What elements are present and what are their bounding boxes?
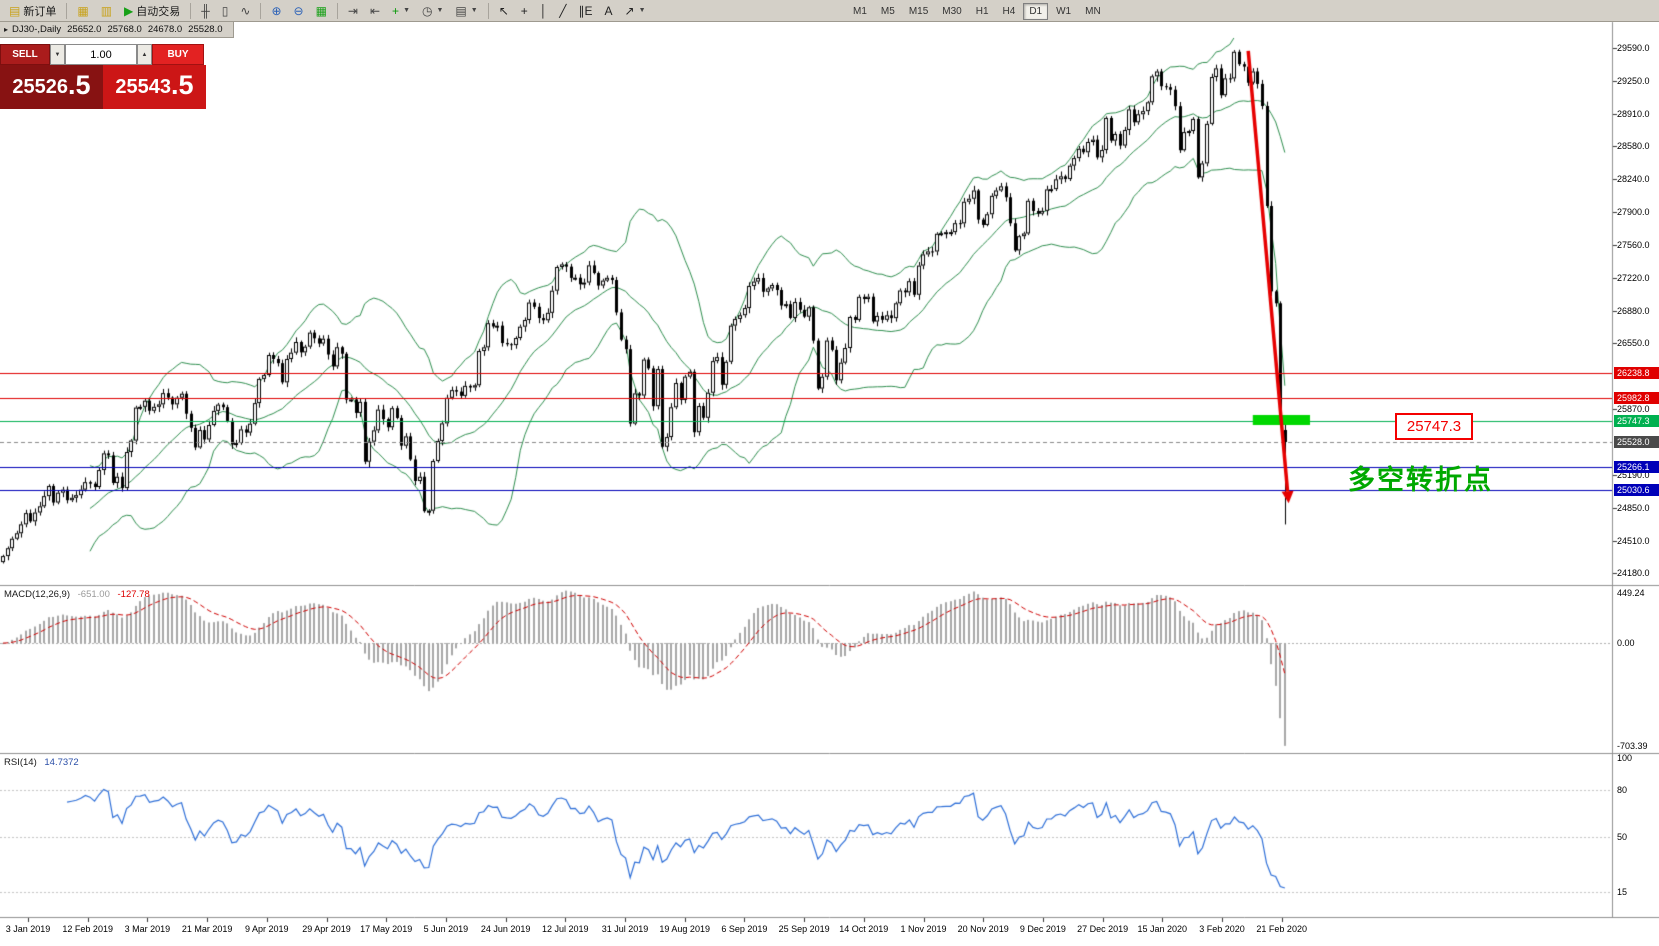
vertical-line-icon[interactable]: │ — [535, 0, 553, 21]
chart-symbol-period: DJ30-,Daily — [12, 24, 62, 35]
trendline-icon[interactable]: ╱ — [554, 0, 571, 21]
bid-price-frac: .5 — [68, 69, 91, 100]
arrows-icon: ↗ — [624, 3, 635, 18]
ohlc-open: 25652.0 — [67, 24, 102, 35]
volume-input[interactable] — [65, 44, 137, 65]
zoom-out-icon[interactable]: ⊖ — [289, 0, 309, 21]
button-label: 自动交易 — [136, 5, 181, 18]
macd-signal-value: -127.78 — [117, 589, 150, 600]
chart-title-tab: ▸ DJ30-,Daily 25652.0 25768.0 24678.0 25… — [0, 22, 234, 38]
window-menu-icon: ▸ — [4, 25, 9, 34]
volume-increase-icon[interactable]: ▲ — [137, 44, 152, 65]
toolbar-separator — [336, 2, 338, 19]
timeframe-m30-button[interactable]: M30 — [942, 5, 962, 17]
toolbar-separator — [66, 2, 68, 19]
timeframe-m1-button[interactable]: M1 — [853, 5, 867, 17]
toolbar-separator — [487, 2, 489, 19]
auto-scroll-icon: ⇥ — [347, 3, 358, 18]
line-chart-icon: ∿ — [240, 3, 251, 18]
crosshair-icon: + — [520, 3, 528, 18]
ohlc-low: 24678.0 — [147, 24, 183, 35]
timeframe-d1-button[interactable]: D1 — [1023, 2, 1049, 20]
macd-main-value: -651.00 — [77, 589, 110, 600]
ask-price-frac: .5 — [171, 69, 194, 100]
text-icon[interactable]: A — [600, 0, 618, 21]
macd-indicator-label: MACD(12,26,9) -651.00 -127.78 — [4, 589, 150, 600]
periods-icon[interactable]: ◷ ▼ — [417, 0, 448, 21]
cursor-icon[interactable]: ↖ — [494, 0, 514, 21]
arrows-icon[interactable]: ↗ ▼ — [620, 0, 651, 21]
dropdown-arrow-icon: ▼ — [638, 7, 646, 14]
rsi-indicator-label: RSI(14) 14.7372 — [4, 757, 79, 768]
dropdown-arrow-icon: ▼ — [470, 7, 478, 14]
toolbar: ▤ 新订单 ▦ ▥ ▶ 自动交易 ╫ ▯ ∿ ⊕ ⊖ ▦ ⇥ ⇤ + ▼ ◷ ▼ ▤ ▼ ↖ + │ ╱ ∥E A ↗ ▼ M1 M5 M1… — [0, 0, 1659, 22]
templates-icon: ▤ — [455, 3, 467, 18]
bid-price-int: 25526 — [12, 75, 69, 98]
timeframe-m5-button[interactable]: M5 — [880, 5, 895, 17]
cursor-icon: ↖ — [498, 3, 509, 18]
data-window-icon: ▥ — [100, 3, 113, 18]
candlestick-chart-icon: ▯ — [221, 3, 229, 18]
timeframe-mn-button[interactable]: MN — [1085, 5, 1101, 17]
new-order-button[interactable]: ▤ 新订单 — [4, 0, 61, 21]
button-label: 新订单 — [23, 5, 57, 18]
ohlc-close: 25528.0 — [188, 24, 223, 35]
timeframe-w1-button[interactable]: W1 — [1056, 5, 1072, 17]
zoom-out-icon: ⊖ — [293, 3, 304, 18]
one-click-trading-panel: SELL ▼ ▲ BUY 25526 .5 25543 .5 — [0, 44, 206, 109]
rsi-value: 14.7372 — [44, 757, 79, 768]
chart-shift-icon: ⇤ — [369, 3, 381, 18]
ohlc-bars-icon: ╫ — [201, 3, 210, 18]
candlestick-chart-icon[interactable]: ▯ — [217, 0, 234, 21]
macd-name: MACD(12,26,9) — [4, 589, 70, 600]
market-watch-icon: ▦ — [77, 3, 89, 18]
toolbar-separator — [260, 2, 262, 19]
data-window-icon[interactable]: ▥ — [96, 0, 117, 21]
sell-button[interactable]: SELL — [0, 44, 50, 65]
equidistant-channel-icon[interactable]: ∥E — [574, 0, 598, 21]
periods-icon: ◷ — [422, 3, 433, 18]
tile-windows-icon: ▦ — [315, 3, 327, 18]
rsi-name: RSI(14) — [4, 757, 37, 768]
buy-button[interactable]: BUY — [152, 44, 204, 65]
market-watch-icon[interactable]: ▦ — [72, 0, 93, 21]
equidistant-channel-icon: ∥E — [578, 3, 593, 18]
timeframe-h4-button[interactable]: H4 — [1002, 5, 1016, 17]
zoom-in-icon: ⊕ — [271, 3, 282, 18]
text-icon: A — [604, 3, 613, 18]
toolbar-separator — [190, 2, 192, 19]
crosshair-icon[interactable]: + — [516, 0, 533, 21]
turning-point-note[interactable]: 多空转折点 — [1348, 465, 1493, 495]
indicators-icon: + — [392, 3, 400, 18]
tile-windows-icon[interactable]: ▦ — [311, 0, 332, 21]
ask-price[interactable]: 25543 .5 — [103, 65, 206, 109]
vertical-line-icon: │ — [539, 3, 548, 18]
chart-shift-icon[interactable]: ⇤ — [365, 0, 385, 21]
new-order-icon: ▤ — [9, 3, 21, 18]
auto-trading-icon: ▶ — [124, 3, 134, 18]
auto-scroll-icon[interactable]: ⇥ — [343, 0, 363, 21]
ohlc-high: 25768.0 — [107, 24, 142, 35]
timeframe-h1-button[interactable]: H1 — [975, 5, 989, 17]
trendline-icon: ╱ — [559, 3, 567, 18]
auto-trading-button[interactable]: ▶ 自动交易 — [119, 0, 185, 21]
ask-price-int: 25543 — [115, 75, 172, 98]
ohlc-bars-icon[interactable]: ╫ — [196, 0, 215, 21]
timeframe-m15-button[interactable]: M15 — [908, 5, 929, 17]
volume-decrease-icon[interactable]: ▼ — [50, 44, 65, 65]
line-chart-icon[interactable]: ∿ — [235, 0, 255, 21]
zoom-in-icon[interactable]: ⊕ — [266, 0, 286, 21]
dropdown-arrow-icon: ▼ — [403, 7, 410, 14]
timeframe-buttons: M1 M5 M15 M30 H1 H4 D1 W1 MN — [846, 1, 1108, 21]
dropdown-arrow-icon: ▼ — [436, 7, 444, 14]
indicators-icon[interactable]: + ▼ — [387, 0, 415, 21]
price-annotation-box[interactable]: 25747.3 — [1395, 413, 1473, 440]
bid-price[interactable]: 25526 .5 — [0, 65, 103, 109]
templates-icon[interactable]: ▤ ▼ — [450, 0, 482, 21]
